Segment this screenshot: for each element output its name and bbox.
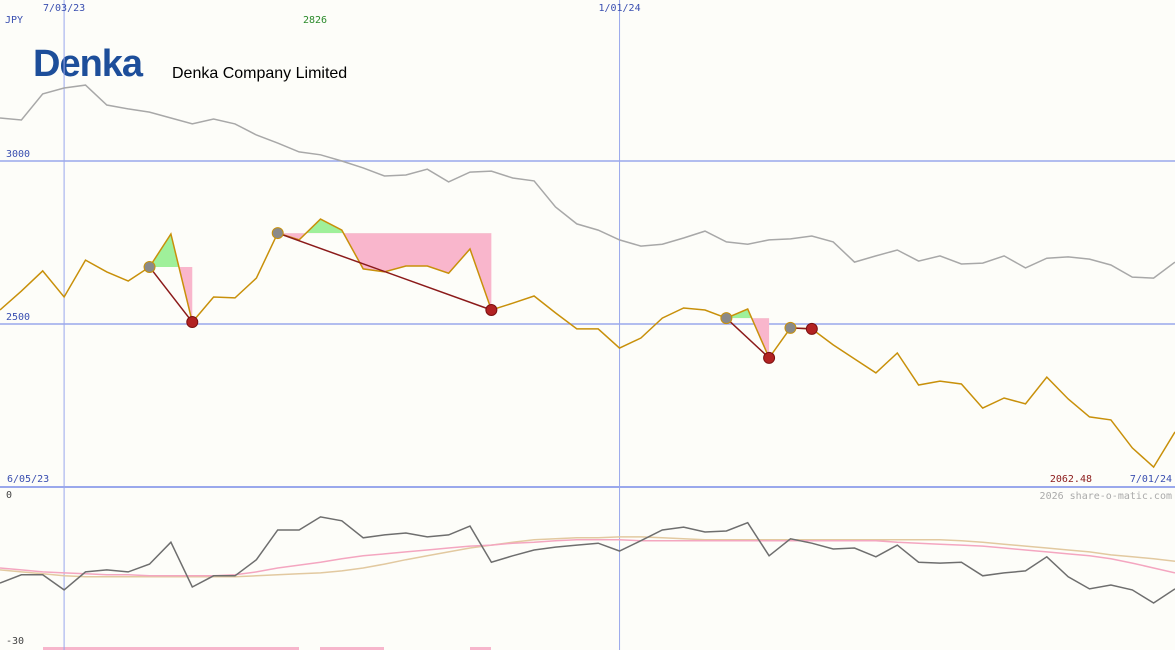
line-series (0, 539, 1175, 577)
signal-shade (277, 219, 492, 234)
end-label: 7/01/24 (1130, 474, 1172, 485)
y-tick-label: 0 (6, 490, 12, 501)
start-label: 6/05/23 (7, 474, 49, 485)
signal-shade (726, 318, 770, 358)
signal-link (148, 266, 193, 323)
signal-bar (470, 647, 491, 650)
signal-end (805, 322, 818, 335)
signal-link (725, 317, 770, 359)
line-series (0, 84, 1175, 279)
annotation: 2062.48 (1050, 474, 1092, 485)
x-tick-label: 7/03/23 (43, 3, 85, 14)
signal-end (485, 303, 498, 316)
signal-start (271, 227, 284, 240)
signal-bars (43, 647, 491, 650)
line-series (0, 218, 1175, 469)
signal-end (763, 351, 776, 364)
signal-bar (43, 647, 299, 650)
signal-start (720, 312, 733, 325)
y-tick-label: 2500 (6, 312, 30, 323)
annotation: 2826 (303, 15, 327, 26)
unit-label: JPY (5, 15, 23, 26)
signal-start (143, 260, 156, 273)
signal-end (186, 316, 199, 329)
signal-link (277, 232, 492, 311)
credit: 2026 share-o-matic.com (1040, 491, 1172, 502)
y-tick-label: 3000 (6, 149, 30, 160)
signal-start (784, 321, 797, 334)
line-series (0, 516, 1175, 604)
signal-shade (149, 266, 193, 323)
x-tick-label: 1/01/24 (598, 3, 640, 14)
company-name: Denka Company Limited (172, 65, 347, 82)
y-tick-label: -30 (6, 636, 24, 647)
logo: Denka (33, 43, 144, 85)
signal-shade (149, 234, 193, 267)
signal-shade (726, 309, 770, 319)
line-series (0, 536, 1175, 578)
signal-bar (320, 647, 384, 650)
